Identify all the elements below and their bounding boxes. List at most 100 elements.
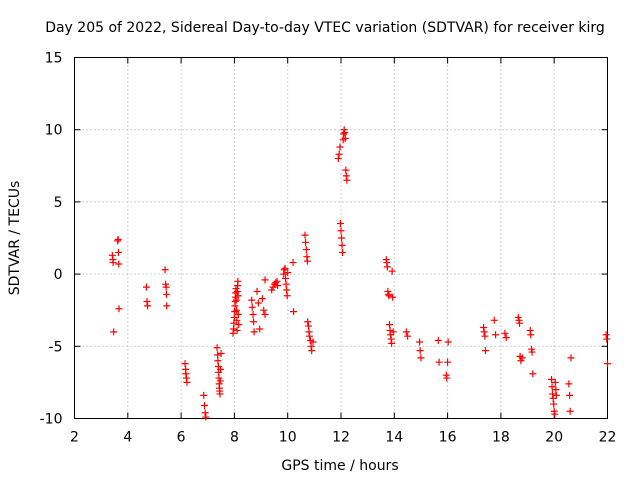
data-point [234,292,242,300]
data-point [306,332,314,340]
data-point [234,311,242,319]
data-point [389,293,397,301]
data-point [233,326,241,334]
x-tick-label: 12 [332,430,350,446]
x-axis-label: GPS time / hours [281,458,398,474]
y-tick-label: 5 [54,195,63,211]
data-point [529,370,537,378]
x-tick-label: 22 [599,430,617,446]
data-point [566,407,574,415]
x-tick-label: 6 [177,430,186,446]
x-tick-label: 2 [70,430,79,446]
data-point [444,338,452,346]
x-tick-label: 18 [492,430,510,446]
data-point [201,409,209,417]
data-point [336,143,344,151]
chart-title: Day 205 of 2022, Sidereal Day-to-day VTE… [45,20,605,36]
data-point [274,282,282,290]
data-point [383,263,391,271]
data-point [417,354,425,362]
data-point [338,241,346,249]
data-point [115,260,123,268]
data-point [200,391,208,399]
data-point [183,378,191,386]
data-point [402,328,410,336]
data-point [161,266,169,274]
data-point [110,328,118,336]
data-point [528,348,536,356]
data-point [201,402,209,410]
data-point [480,328,488,336]
data-point [233,306,241,314]
data-point [232,296,240,304]
data-point [603,335,611,343]
data-point [115,305,123,313]
data-point [389,328,397,336]
data-point [435,358,443,366]
data-point [302,238,310,246]
y-axis-label: SDTVAR / TECUs [7,181,23,296]
data-point [303,257,311,265]
data-point [388,339,396,347]
data-point [404,332,412,340]
data-point [565,380,573,388]
data-point [343,176,351,184]
x-tick-label: 10 [279,430,297,446]
data-point [548,376,556,384]
data-point [235,321,243,329]
x-tick-label: 20 [545,430,563,446]
data-point [249,311,257,319]
axis-ticks [74,57,608,419]
data-point [258,295,266,303]
data-point [335,150,343,158]
data-point [337,227,345,235]
data-point [248,303,256,311]
data-point [284,269,292,277]
data-point [289,259,297,267]
data-points [108,126,611,421]
y-tick-label: 10 [45,123,63,139]
data-point [336,220,344,228]
data-point [114,248,122,256]
data-point [216,390,224,398]
data-point [308,347,316,355]
y-tick-label: 15 [45,51,63,67]
data-point [490,316,498,324]
data-point [550,400,558,408]
data-point [434,337,442,345]
data-point [216,377,224,385]
data-point [551,378,559,386]
data-point [304,318,312,326]
data-point [142,283,150,291]
data-point [566,391,574,399]
data-point [260,306,268,314]
data-point [290,308,298,316]
data-point [552,391,560,399]
data-point [567,354,575,362]
data-point [416,338,424,346]
data-point [163,302,171,310]
data-point [254,299,262,307]
data-point [518,354,526,362]
y-tick-label: -10 [40,412,63,428]
data-point [527,331,535,339]
data-point [261,276,269,284]
data-point [217,350,225,358]
data-point [283,292,291,300]
data-point [281,264,289,272]
data-point [162,290,170,298]
data-point [334,155,342,163]
data-point [443,374,451,382]
x-tick-label: 16 [439,430,457,446]
data-point [416,347,424,355]
data-point [162,283,170,291]
data-point [144,302,152,310]
data-point [492,331,500,339]
data-point [261,311,269,319]
data-point [217,365,225,373]
x-tick-label: 8 [230,430,239,446]
data-point [253,287,261,295]
data-point [338,234,346,242]
data-point [302,246,310,254]
data-point [341,134,349,142]
